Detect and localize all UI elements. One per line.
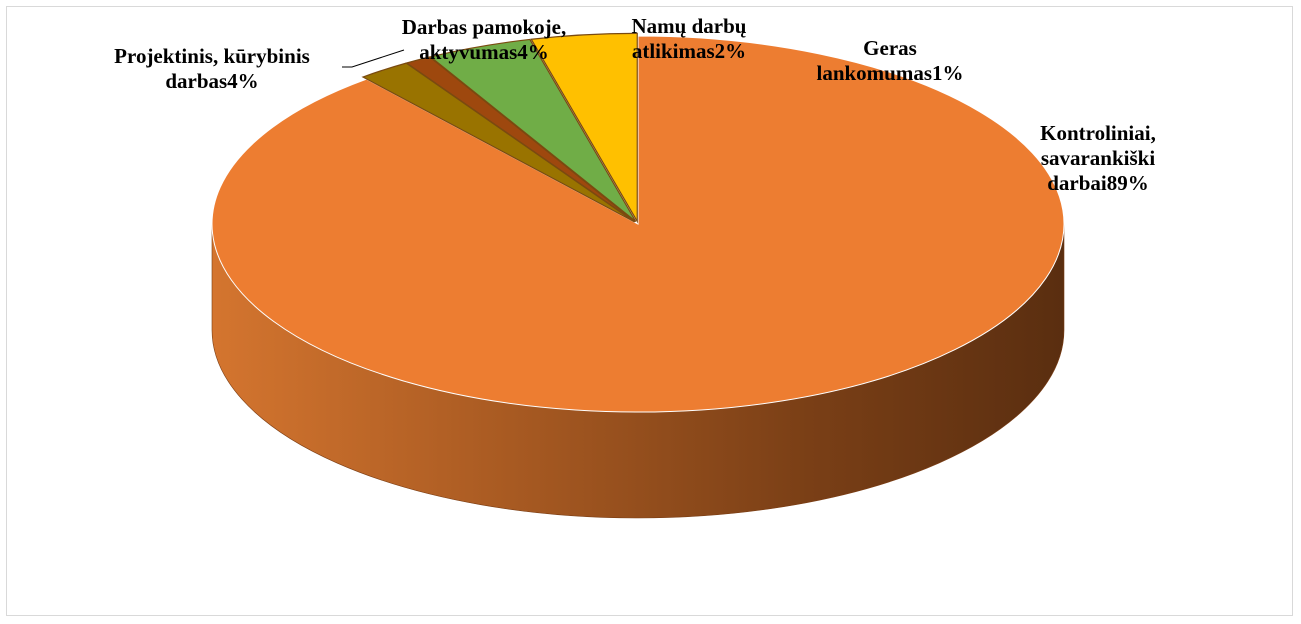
data-label-line: Projektinis, kūrybinis bbox=[114, 44, 310, 68]
pie-slice-1 bbox=[211, 35, 1065, 413]
data-label-4: Geras lankomumas1% bbox=[816, 36, 963, 85]
data-label-line: lankomumas1% bbox=[816, 61, 963, 85]
data-label-line: darbas4% bbox=[165, 69, 258, 93]
data-label-line: Geras bbox=[863, 36, 917, 60]
pie-slice-2 bbox=[530, 32, 638, 224]
data-label-1: Kontroliniai, savarankiški darbai89% bbox=[1040, 121, 1156, 195]
data-label-3: Darbas pamokoje, aktyvumas4% bbox=[402, 15, 567, 64]
pie-slice-4 bbox=[405, 56, 636, 223]
data-label-line: Darbas pamokoje, bbox=[402, 15, 567, 39]
data-label-line: darbai89% bbox=[1047, 171, 1149, 195]
data-label-5: Namų darbų atlikimas2% bbox=[632, 14, 747, 63]
data-label-line: aktyvumas4% bbox=[419, 40, 549, 64]
leader-line bbox=[342, 49, 405, 68]
data-label-line: Kontroliniai, bbox=[1040, 121, 1156, 145]
pie-slice-3 bbox=[429, 38, 637, 223]
data-label-2: Projektinis, kūrybinis darbas4% bbox=[114, 44, 310, 93]
data-label-line: savarankiški bbox=[1041, 146, 1156, 170]
data-label-line: atlikimas2% bbox=[632, 39, 746, 63]
data-label-line: Namų darbų bbox=[632, 14, 747, 38]
